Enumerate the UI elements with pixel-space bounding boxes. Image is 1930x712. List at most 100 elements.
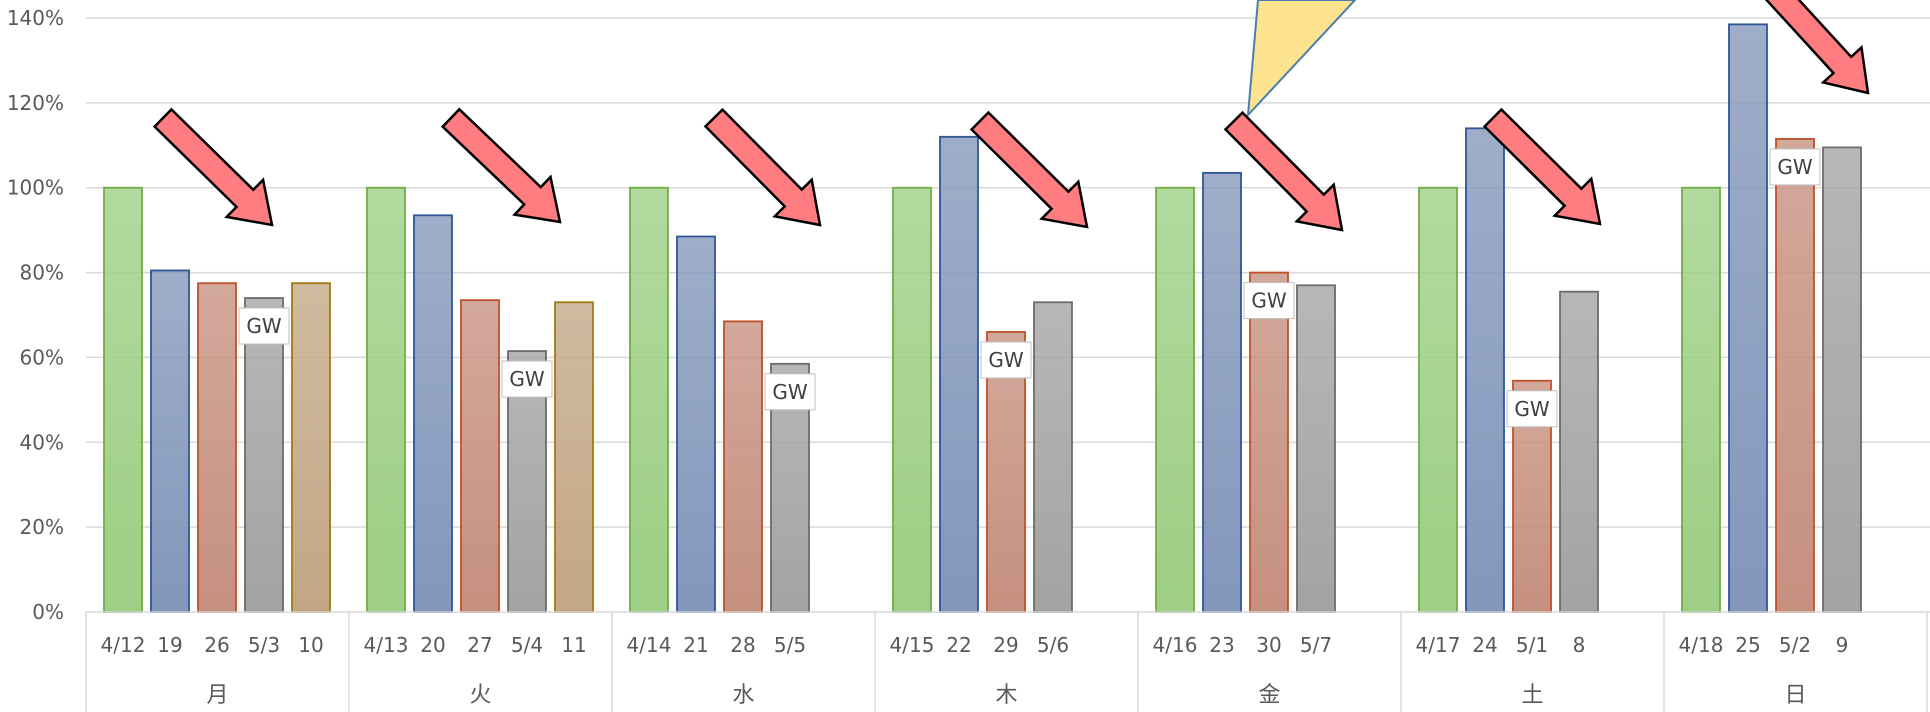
y-tick-label: 40% — [20, 430, 64, 454]
gw-label: GW — [772, 380, 807, 404]
gw-label-box — [764, 373, 816, 411]
x-tick-label: 5/2 — [1779, 633, 1811, 657]
gw-label-box — [980, 341, 1032, 379]
bar — [460, 299, 500, 613]
x-tick-label: 24 — [1472, 633, 1497, 657]
y-tick-label: 60% — [20, 345, 64, 369]
x-tick-label: 5/1 — [1516, 633, 1548, 657]
x-tick-label: 4/17 — [1416, 633, 1461, 657]
x-tick-label: 4/16 — [1153, 633, 1198, 657]
bar — [1033, 301, 1073, 613]
x-tick-label: 26 — [204, 633, 229, 657]
gw-label-box — [1506, 390, 1558, 428]
bar — [1822, 146, 1862, 613]
down-arrow-icon — [703, 107, 822, 227]
group-label: 月 — [206, 683, 228, 708]
bar — [291, 282, 331, 613]
x-tick-label: 27 — [467, 633, 492, 657]
bar — [244, 297, 284, 613]
group-label: 金 — [1258, 683, 1280, 708]
down-arrow-icon — [1482, 107, 1602, 226]
x-tick-label: 4/18 — [1679, 633, 1724, 657]
bar — [986, 331, 1026, 613]
callout-icon — [1246, 0, 1357, 118]
group-label: 水 — [732, 683, 754, 708]
bar — [1296, 284, 1336, 613]
x-tick-label: 11 — [561, 633, 586, 657]
y-tick-label: 0% — [32, 600, 64, 624]
down-arrow-icon — [152, 107, 274, 227]
x-tick-label: 20 — [420, 633, 445, 657]
down-arrow-icon — [1223, 110, 1344, 232]
group-label: 土 — [1521, 683, 1543, 708]
bar — [150, 269, 190, 613]
x-tick-label: 8 — [1573, 633, 1586, 657]
x-tick-label: 4/12 — [101, 633, 146, 657]
x-tick-label: 29 — [993, 633, 1018, 657]
x-axis-labels: 4/12 19 26 5/3 10 月 4/13 20 27 5/4 11 火 4/14 21 28 5/5 水… — [101, 633, 1849, 708]
bar — [413, 214, 453, 613]
annotations — [152, 0, 1870, 232]
gw-label: GW — [1251, 289, 1286, 313]
y-tick-label: 20% — [20, 515, 64, 539]
bar — [1775, 138, 1815, 613]
x-tick-label: 28 — [730, 633, 755, 657]
bar — [1728, 23, 1768, 613]
gw-label-box — [1243, 282, 1295, 320]
x-tick-label: 5/3 — [248, 633, 280, 657]
x-tick-label: 5/6 — [1037, 633, 1069, 657]
bar — [103, 186, 143, 613]
bar — [676, 235, 716, 613]
gw-label: GW — [246, 314, 281, 338]
bars — [103, 23, 1862, 613]
bar — [1249, 271, 1289, 613]
x-tick-label: 5/4 — [511, 633, 543, 657]
bar — [1559, 290, 1599, 613]
gw-label: GW — [1514, 397, 1549, 421]
down-arrow-icon — [1764, 0, 1870, 95]
bar — [1202, 171, 1242, 613]
x-tick-label: 25 — [1735, 633, 1760, 657]
x-tick-label: 21 — [683, 633, 708, 657]
x-tick-label: 5/7 — [1300, 633, 1332, 657]
bar — [366, 186, 406, 613]
bar — [1155, 186, 1195, 613]
gw-label-box — [238, 307, 290, 345]
gw-label: GW — [988, 348, 1023, 372]
x-tick-label: 30 — [1256, 633, 1281, 657]
bar — [197, 282, 237, 613]
gw-labels: GW GW GW GW GW GW GW — [238, 148, 1821, 428]
x-tick-label: 4/14 — [627, 633, 672, 657]
gw-label: GW — [1777, 155, 1812, 179]
gw-label-box — [501, 360, 553, 398]
x-tick-label: 4/15 — [890, 633, 935, 657]
down-arrow-icon — [440, 107, 562, 224]
group-label: 木 — [995, 683, 1017, 708]
y-tick-label: 80% — [20, 261, 64, 285]
y-tick-label: 140% — [7, 6, 64, 30]
bar — [554, 301, 594, 613]
gw-label-box — [1769, 148, 1821, 186]
bar — [1465, 127, 1505, 613]
bar — [1681, 186, 1721, 613]
x-axis — [85, 611, 1930, 712]
down-arrow-icon — [969, 110, 1089, 229]
y-axis-ticks: 0% 20% 40% 60% 80% 100% 120% 140% — [7, 6, 64, 624]
bar — [892, 186, 932, 613]
bar — [629, 186, 669, 613]
bar — [723, 320, 763, 613]
x-tick-label: 22 — [946, 633, 971, 657]
x-tick-label: 5/5 — [774, 633, 806, 657]
y-tick-label: 100% — [7, 176, 64, 200]
group-label: 日 — [1784, 683, 1806, 708]
y-tick-label: 120% — [7, 91, 64, 115]
group-label: 火 — [469, 683, 491, 708]
x-tick-label: 4/13 — [364, 633, 409, 657]
x-tick-label: 23 — [1209, 633, 1234, 657]
x-tick-label: 10 — [298, 633, 323, 657]
gw-label: GW — [509, 367, 544, 391]
x-tick-label: 19 — [157, 633, 182, 657]
x-tick-label: 9 — [1836, 633, 1849, 657]
bar — [939, 135, 979, 613]
